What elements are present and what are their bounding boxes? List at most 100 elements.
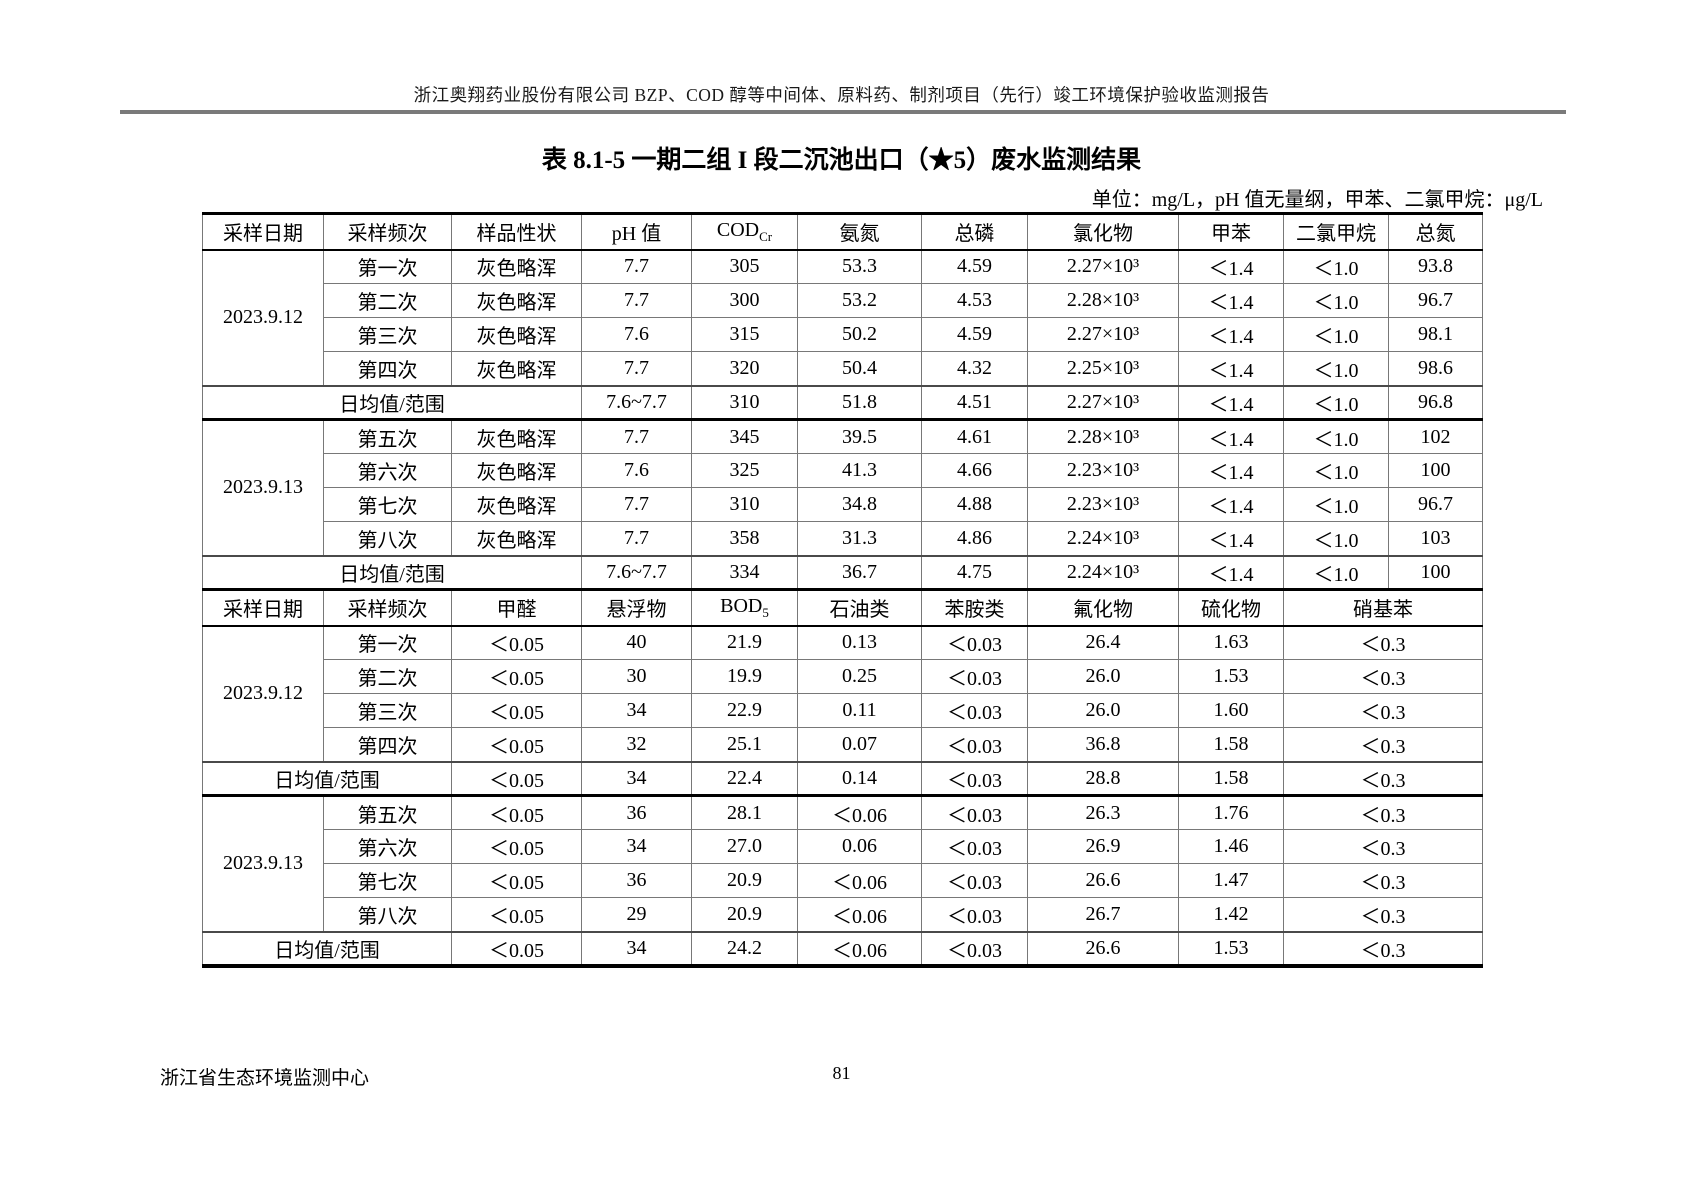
table-cell: 1.53 bbox=[1178, 659, 1284, 694]
table-cell: ＜1.4 bbox=[1178, 521, 1284, 556]
table-cell: ＜0.03 bbox=[921, 727, 1028, 762]
monitoring-results-table: 采样日期 采样频次 样品性状 pH 值 CODCr 氨氮 总磷 氯化物 甲苯 二… bbox=[202, 212, 1483, 968]
table-cell: ＜0.3 bbox=[1283, 693, 1483, 728]
table-cell: 315 bbox=[691, 317, 798, 352]
table-cell: 34 bbox=[581, 760, 692, 796]
table-cell: 36.8 bbox=[1027, 727, 1179, 762]
table-cell: 4.59 bbox=[921, 317, 1028, 352]
table-cell: 第二次 bbox=[323, 283, 452, 318]
table-cell: 灰色略浑 bbox=[451, 453, 582, 488]
table-cell: 7.6 bbox=[581, 453, 692, 488]
table-cell: ＜0.03 bbox=[921, 897, 1028, 932]
table-cell: 36 bbox=[581, 794, 692, 830]
table-cell: ＜0.05 bbox=[451, 897, 582, 932]
table-cell: ＜1.4 bbox=[1178, 487, 1284, 522]
table-cell: 2.27×10³ bbox=[1027, 384, 1179, 420]
table-cell: 40 bbox=[581, 625, 692, 660]
col-header-tp: 总磷 bbox=[921, 213, 1028, 251]
table-cell: 31.3 bbox=[797, 521, 922, 556]
table-cell: ＜0.06 bbox=[797, 930, 922, 966]
table-cell: 第一次 bbox=[323, 625, 452, 660]
table-cell: ＜1.0 bbox=[1283, 384, 1389, 420]
table-cell: ＜1.4 bbox=[1178, 283, 1284, 318]
table-cell: ＜1.0 bbox=[1283, 521, 1389, 556]
table-cell: 7.7 bbox=[581, 351, 692, 386]
col-header-petroleum: 石油类 bbox=[797, 588, 922, 627]
table-cell: 2.23×10³ bbox=[1027, 487, 1179, 522]
table-cell: ＜0.03 bbox=[921, 693, 1028, 728]
table-row: 第八次 灰色略浑 7.7 358 31.3 4.86 2.24×10³ ＜1.4… bbox=[203, 521, 1483, 556]
table-cell: ＜0.3 bbox=[1283, 897, 1483, 932]
col-header-ammonia: 氨氮 bbox=[797, 213, 922, 251]
table-cell: 1.47 bbox=[1178, 863, 1284, 898]
table-cell: 320 bbox=[691, 351, 798, 386]
table-row: 第二次 灰色略浑 7.7 300 53.2 4.53 2.28×10³ ＜1.4… bbox=[203, 283, 1483, 318]
table-cell: 34 bbox=[581, 829, 692, 864]
table-cell: 98.6 bbox=[1388, 351, 1483, 386]
table-cell: ＜1.0 bbox=[1283, 418, 1389, 454]
table-cell: ＜1.0 bbox=[1283, 554, 1389, 590]
table-cell: 1.58 bbox=[1178, 727, 1284, 762]
table-cell: 36.7 bbox=[797, 554, 922, 590]
col-header-fluoride: 氟化物 bbox=[1027, 588, 1179, 627]
table-cell: 第一次 bbox=[323, 249, 452, 284]
footer-organization: 浙江省生态环境监测中心 bbox=[160, 1068, 370, 1089]
table-cell: 0.11 bbox=[797, 693, 922, 728]
table-cell: 4.32 bbox=[921, 351, 1028, 386]
table-cell: 1.60 bbox=[1178, 693, 1284, 728]
table-cell: 第四次 bbox=[323, 351, 452, 386]
table-cell: ＜0.3 bbox=[1283, 659, 1483, 694]
table-cell: 300 bbox=[691, 283, 798, 318]
col-header-chloride: 氯化物 bbox=[1027, 213, 1179, 251]
col-header-frequency: 采样频次 bbox=[323, 588, 452, 627]
header-divider bbox=[120, 110, 1566, 114]
date-cell: 2023.9.13 bbox=[202, 418, 324, 556]
table-cell: 41.3 bbox=[797, 453, 922, 488]
table-row: 第七次 灰色略浑 7.7 310 34.8 4.88 2.23×10³ ＜1.4… bbox=[203, 487, 1483, 522]
table-cell: ＜1.0 bbox=[1283, 351, 1389, 386]
table-cell: 7.7 bbox=[581, 249, 692, 284]
table-cell: ＜1.4 bbox=[1178, 249, 1284, 284]
table-cell: 100 bbox=[1388, 554, 1483, 590]
table-cell: ＜0.05 bbox=[451, 727, 582, 762]
unit-note: 单位：mg/L，pH 值无量纲，甲苯、二氯甲烷：μg/L bbox=[1091, 189, 1543, 211]
table-cell: 第三次 bbox=[323, 317, 452, 352]
table-cell: 灰色略浑 bbox=[451, 521, 582, 556]
table-cell: 34.8 bbox=[797, 487, 922, 522]
table-cell: 第五次 bbox=[323, 418, 452, 454]
col-header-cod: CODCr bbox=[691, 213, 798, 251]
col-header-nitrobenzene: 硝基苯 bbox=[1283, 588, 1483, 627]
table-cell: 26.6 bbox=[1027, 863, 1179, 898]
col-header-dcm: 二氯甲烷 bbox=[1283, 213, 1389, 251]
table-cell: 0.13 bbox=[797, 625, 922, 660]
table-cell: 19.9 bbox=[691, 659, 798, 694]
table-cell: 7.7 bbox=[581, 418, 692, 454]
table-cell: 7.7 bbox=[581, 487, 692, 522]
table-cell: 1.46 bbox=[1178, 829, 1284, 864]
table-cell: 灰色略浑 bbox=[451, 418, 582, 454]
table-cell: 第二次 bbox=[323, 659, 452, 694]
date-cell: 2023.9.12 bbox=[202, 625, 324, 762]
table-cell: 0.06 bbox=[797, 829, 922, 864]
daily-average-row: 日均值/范围 ＜0.05 34 22.4 0.14 ＜0.03 28.8 1.5… bbox=[202, 760, 1483, 796]
table-cell: 22.4 bbox=[691, 760, 798, 796]
table-cell: ＜0.05 bbox=[451, 930, 582, 966]
table-cell: ＜0.06 bbox=[797, 863, 922, 898]
table-cell: ＜0.03 bbox=[921, 829, 1028, 864]
table-cell: ＜0.3 bbox=[1283, 794, 1483, 830]
table-cell: ＜0.05 bbox=[451, 693, 582, 728]
table-cell: 7.6~7.7 bbox=[581, 554, 692, 590]
table-cell: 第七次 bbox=[323, 863, 452, 898]
table-cell: 第八次 bbox=[323, 521, 452, 556]
table-cell: ＜1.4 bbox=[1178, 317, 1284, 352]
table-row: 第六次 ＜0.05 34 27.0 0.06 ＜0.03 26.9 1.46 ＜… bbox=[203, 829, 1483, 864]
col-header-frequency: 采样频次 bbox=[323, 213, 452, 251]
table-cell: ＜0.03 bbox=[921, 863, 1028, 898]
table-title: 表 8.1-5 一期二组 I 段二沉池出口（★5）废水监测结果 bbox=[541, 147, 1142, 174]
table-cell: ＜1.0 bbox=[1283, 317, 1389, 352]
table-cell: 灰色略浑 bbox=[451, 283, 582, 318]
table-cell: 28.1 bbox=[691, 794, 798, 830]
table-cell: 26.7 bbox=[1027, 897, 1179, 932]
table-row: 第二次 ＜0.05 30 19.9 0.25 ＜0.03 26.0 1.53 ＜… bbox=[203, 659, 1483, 694]
col-header-sulfide: 硫化物 bbox=[1178, 588, 1284, 627]
